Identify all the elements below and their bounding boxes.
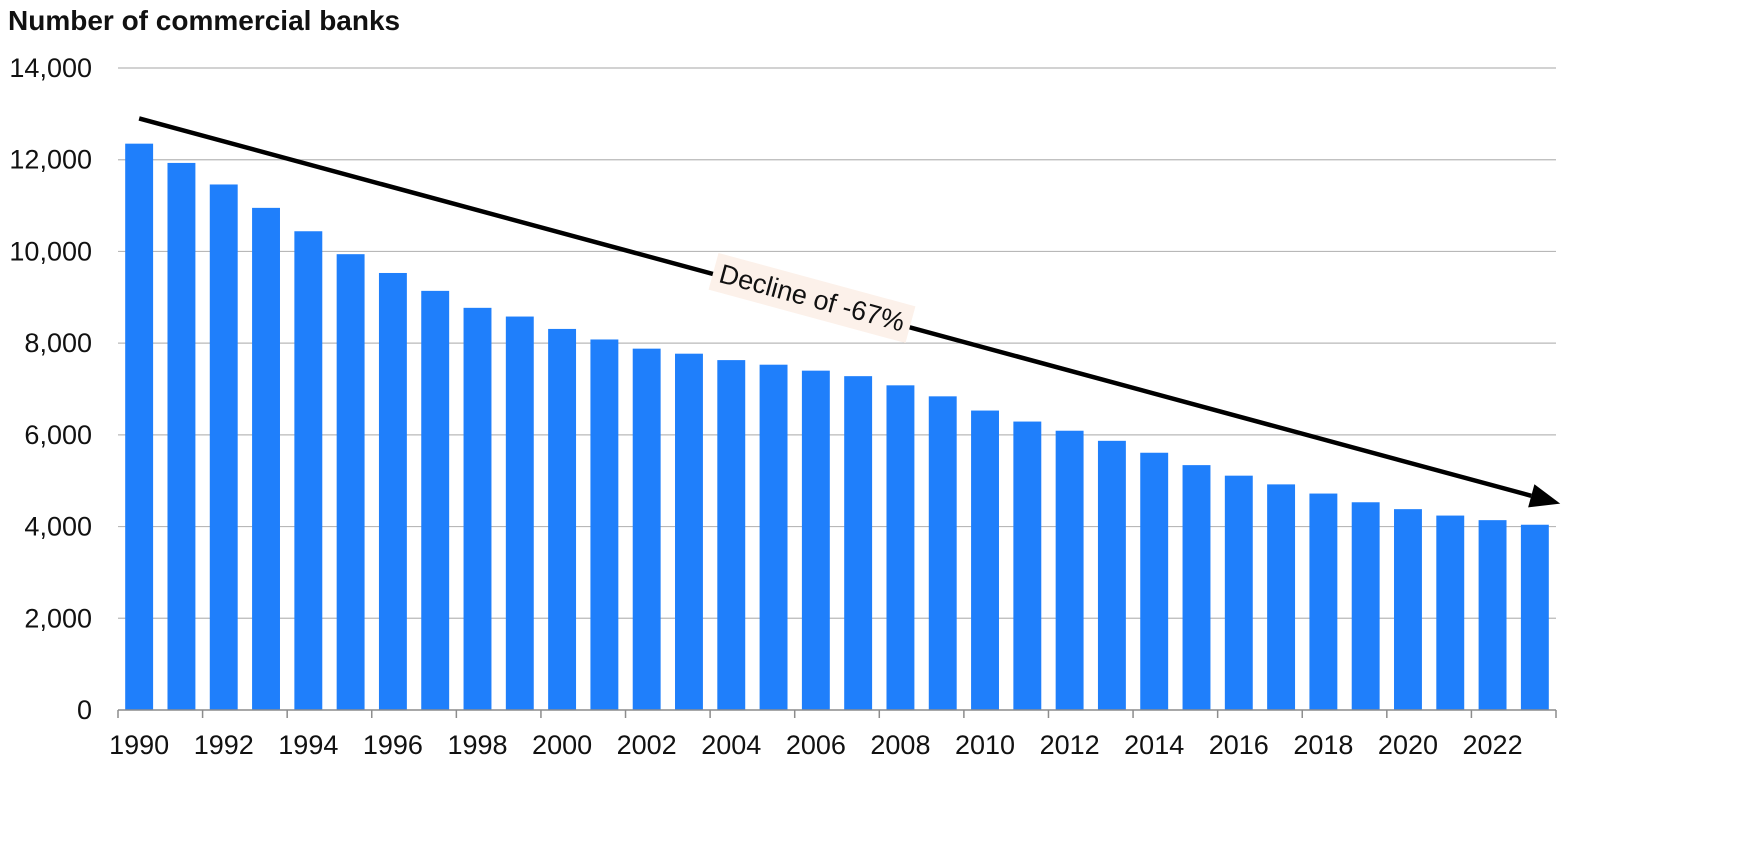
x-tick-label: 2012	[1040, 730, 1100, 760]
x-tick-label: 2016	[1209, 730, 1269, 760]
x-tick-label: 2014	[1124, 730, 1184, 760]
bar-2015	[1182, 465, 1211, 710]
x-tick-label: 2002	[617, 730, 677, 760]
x-tick-label: 1990	[109, 730, 169, 760]
bar-1998	[463, 307, 492, 710]
y-tick-label: 0	[77, 695, 92, 725]
bar-1990	[125, 143, 154, 710]
x-tick-label: 1992	[194, 730, 254, 760]
bar-2009	[928, 396, 957, 710]
bar-2022	[1478, 520, 1507, 710]
bar-2002	[632, 348, 661, 710]
x-axis: 1990 1992 1994 1996 1998 2000 2002 2004 2006 2008…	[109, 709, 1557, 760]
y-axis-ticks: 0 2,000 4,000 6,000 8,000 10,000 12,000 14,000	[9, 53, 92, 725]
bar-2023	[1520, 524, 1549, 710]
bar-2012	[1055, 430, 1084, 710]
bar-2010	[971, 410, 999, 710]
x-tick-label: 2010	[955, 730, 1015, 760]
gridlines	[118, 67, 1556, 619]
bar-1997	[421, 290, 450, 710]
x-tick-label: 1998	[447, 730, 507, 760]
x-tick-label: 2004	[701, 730, 761, 760]
bar-2008	[886, 385, 915, 710]
annotation-label-group: Decline of -67%	[708, 252, 916, 344]
bar-1993	[252, 207, 280, 710]
bar-2007	[844, 376, 873, 710]
bar-2005	[759, 364, 788, 710]
x-tick-label: 2008	[870, 730, 930, 760]
bar-2003	[675, 353, 703, 710]
bar-2001	[590, 339, 619, 710]
bar-2018	[1309, 493, 1338, 710]
bar-1999	[505, 316, 534, 710]
y-tick-label: 10,000	[9, 236, 92, 266]
bar-2014	[1140, 452, 1169, 710]
arrow-head	[1528, 484, 1561, 508]
x-tick-label: 2020	[1378, 730, 1438, 760]
y-tick-label: 12,000	[9, 145, 92, 175]
bar-1996	[378, 272, 407, 710]
x-tick-label: 2018	[1293, 730, 1353, 760]
y-tick-label: 6,000	[24, 420, 92, 450]
x-tick-label: 1994	[278, 730, 338, 760]
x-tick-label: 1996	[363, 730, 423, 760]
bar-2011	[1013, 421, 1042, 710]
bar-1994	[294, 231, 323, 710]
y-tick-label: 8,000	[24, 328, 92, 358]
bar-2013	[1097, 440, 1126, 710]
bar-2016	[1224, 475, 1253, 710]
bar-2017	[1267, 484, 1296, 710]
chart-title: Number of commercial banks	[8, 5, 400, 36]
x-tick-label: 2006	[786, 730, 846, 760]
y-tick-label: 2,000	[24, 603, 92, 633]
bar-2006	[801, 370, 830, 710]
bar-2020	[1394, 509, 1422, 710]
bar-1991	[167, 162, 196, 710]
bar-1992	[209, 184, 238, 710]
annotation-label-bg	[708, 252, 916, 344]
bar-2021	[1436, 515, 1465, 710]
y-tick-label: 4,000	[24, 512, 92, 542]
y-tick-label: 14,000	[9, 53, 92, 83]
bar-2019	[1351, 502, 1380, 710]
x-tick-label: 2000	[532, 730, 592, 760]
bar-2004	[717, 360, 746, 710]
bar-1995	[336, 254, 365, 710]
x-tick-label: 2022	[1463, 730, 1523, 760]
bar-2000	[548, 328, 577, 710]
bars	[125, 143, 1549, 710]
